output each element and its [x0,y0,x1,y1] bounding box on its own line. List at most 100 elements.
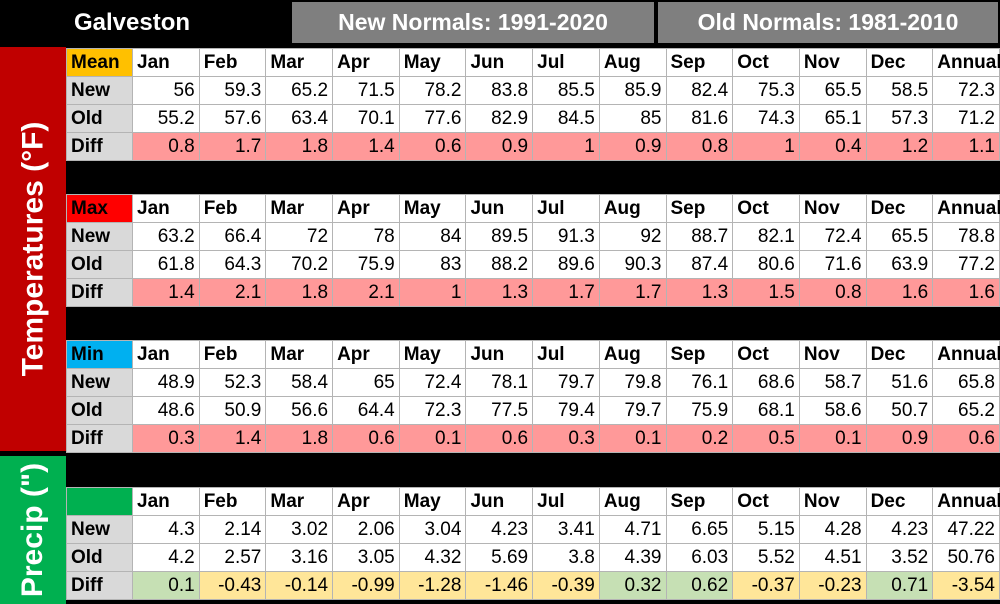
month-header: Sep [665,340,734,369]
old-value-cell: 81.6 [665,104,734,133]
old-value-cell: 5.52 [732,543,800,572]
diff-value-cell: 1.2 [865,132,934,161]
old-value-cell: 68.1 [732,396,800,425]
diff-row-label: Diff [66,571,133,600]
new-value-cell: 2.14 [198,515,267,544]
new-value-cell: 4.28 [798,515,867,544]
new-value-cell: 48.9 [132,368,200,397]
old-value-cell: 82.9 [465,104,534,133]
month-header: May [398,48,467,77]
section-label: Mean [66,48,133,77]
new-value-cell: 91.3 [532,222,600,251]
temperatures-label: Temperatures (°F) [16,121,50,377]
new-value-cell: 4.23 [865,515,934,544]
diff-value-cell: 0.4 [798,132,867,161]
new-value-cell: 72.3 [932,76,1000,105]
month-header: Feb [198,194,267,223]
old-value-cell: 5.69 [465,543,534,572]
diff-row-label: Diff [66,278,133,307]
month-header-row: Mean Jan Feb Mar Apr May Jun Jul Aug Sep Oct Nov Dec… [66,48,1000,77]
old-value-cell: 3.05 [332,543,400,572]
old-value-cell: 3.16 [265,543,334,572]
new-row-label: New [66,515,133,544]
new-value-cell: 85.5 [532,76,600,105]
month-header: Sep [665,194,734,223]
new-value-cell: 63.2 [132,222,200,251]
diff-value-cell: 1.3 [465,278,534,307]
old-value-cell: 83 [398,250,467,279]
new-value-cell: 4.3 [132,515,200,544]
new-value-cell: 82.1 [732,222,800,251]
old-value-cell: 57.6 [198,104,267,133]
month-header: Oct [732,194,800,223]
normals-table: Min Jan Feb Mar Apr May Jun Jul Aug Sep Oct Nov Dec A… [66,340,1000,453]
new-value-cell: 88.7 [665,222,734,251]
old-value-cell: 65.1 [798,104,867,133]
diff-value-cell: 1.4 [332,132,400,161]
old-row: Old 4.2 2.57 3.16 3.05 4.32 5.69 3.8 4.39 6.03 5.5… [66,543,1000,572]
old-value-cell: 4.39 [598,543,667,572]
old-value-cell: 57.3 [865,104,934,133]
section-label [66,487,133,516]
diff-row: Diff 1.4 2.1 1.8 2.1 1 1.3 1.7 1.7 1.3 1.5 0.8 1.6 1.… [66,278,1000,307]
new-value-cell: 65.8 [932,368,1000,397]
old-value-cell: 58.6 [798,396,867,425]
new-row-label: New [66,368,133,397]
new-value-cell: 78 [332,222,400,251]
month-header: Mar [265,194,334,223]
old-value-cell: 87.4 [665,250,734,279]
diff-value-cell: 0.1 [798,424,867,453]
month-header: Sep [665,48,734,77]
old-value-cell: 65.2 [932,396,1000,425]
diff-value-cell: 0.6 [465,424,534,453]
diff-value-cell: 1 [398,278,467,307]
new-value-cell: 79.7 [532,368,600,397]
old-value-cell: 4.51 [798,543,867,572]
new-value-cell: 68.6 [732,368,800,397]
mean-table: Mean Jan Feb Mar Apr May Jun Jul Aug Sep Oct Nov Dec… [66,48,1000,161]
month-header: Jul [532,487,600,516]
diff-value-cell: 1.1 [932,132,1000,161]
old-value-cell: 55.2 [132,104,200,133]
new-normals-header: New Normals: 1991-2020 [290,0,656,45]
diff-row: Diff 0.3 1.4 1.8 0.6 0.1 0.6 0.3 0.1 0.2 0.5 0.1 0.9… [66,424,1000,453]
diff-value-cell: 1 [732,132,800,161]
old-value-cell: 84.5 [532,104,600,133]
month-header: Jun [465,48,534,77]
month-header: Nov [798,487,867,516]
precip-table: Jan Feb Mar Apr May Jun Jul Aug Sep Oct Nov Dec Annu… [66,487,1000,600]
month-header: Mar [265,340,334,369]
old-value-cell: 4.32 [398,543,467,572]
old-row: Old 48.6 50.9 56.6 64.4 72.3 77.5 79.4 79.7 75.9 6… [66,396,1000,425]
old-row-label: Old [66,396,133,425]
month-header: Jul [532,48,600,77]
month-header: Annual [932,487,1000,516]
new-value-cell: 71.5 [332,76,400,105]
old-value-cell: 77.5 [465,396,534,425]
diff-value-cell: 0.6 [932,424,1000,453]
old-value-cell: 3.8 [532,543,600,572]
new-value-cell: 78.2 [398,76,467,105]
new-value-cell: 72.4 [798,222,867,251]
month-header: May [398,487,467,516]
old-value-cell: 88.2 [465,250,534,279]
month-header: Jun [465,340,534,369]
old-row-label: Old [66,543,133,572]
new-value-cell: 72.4 [398,368,467,397]
diff-value-cell: 0.1 [398,424,467,453]
diff-value-cell: 1.7 [198,132,267,161]
new-value-cell: 2.06 [332,515,400,544]
diff-value-cell: 0.5 [732,424,800,453]
month-header: Aug [598,194,667,223]
month-header: Nov [798,340,867,369]
new-value-cell: 4.71 [598,515,667,544]
new-value-cell: 92 [598,222,667,251]
new-row: New 56 59.3 65.2 71.5 78.2 83.8 85.5 85.9 82.4 75.… [66,76,1000,105]
old-value-cell: 61.8 [132,250,200,279]
diff-value-cell: 0.32 [598,571,667,600]
month-header: Dec [865,194,934,223]
new-value-cell: 84 [398,222,467,251]
month-header: Annual [932,194,1000,223]
month-header: Dec [865,487,934,516]
month-header: Mar [265,48,334,77]
